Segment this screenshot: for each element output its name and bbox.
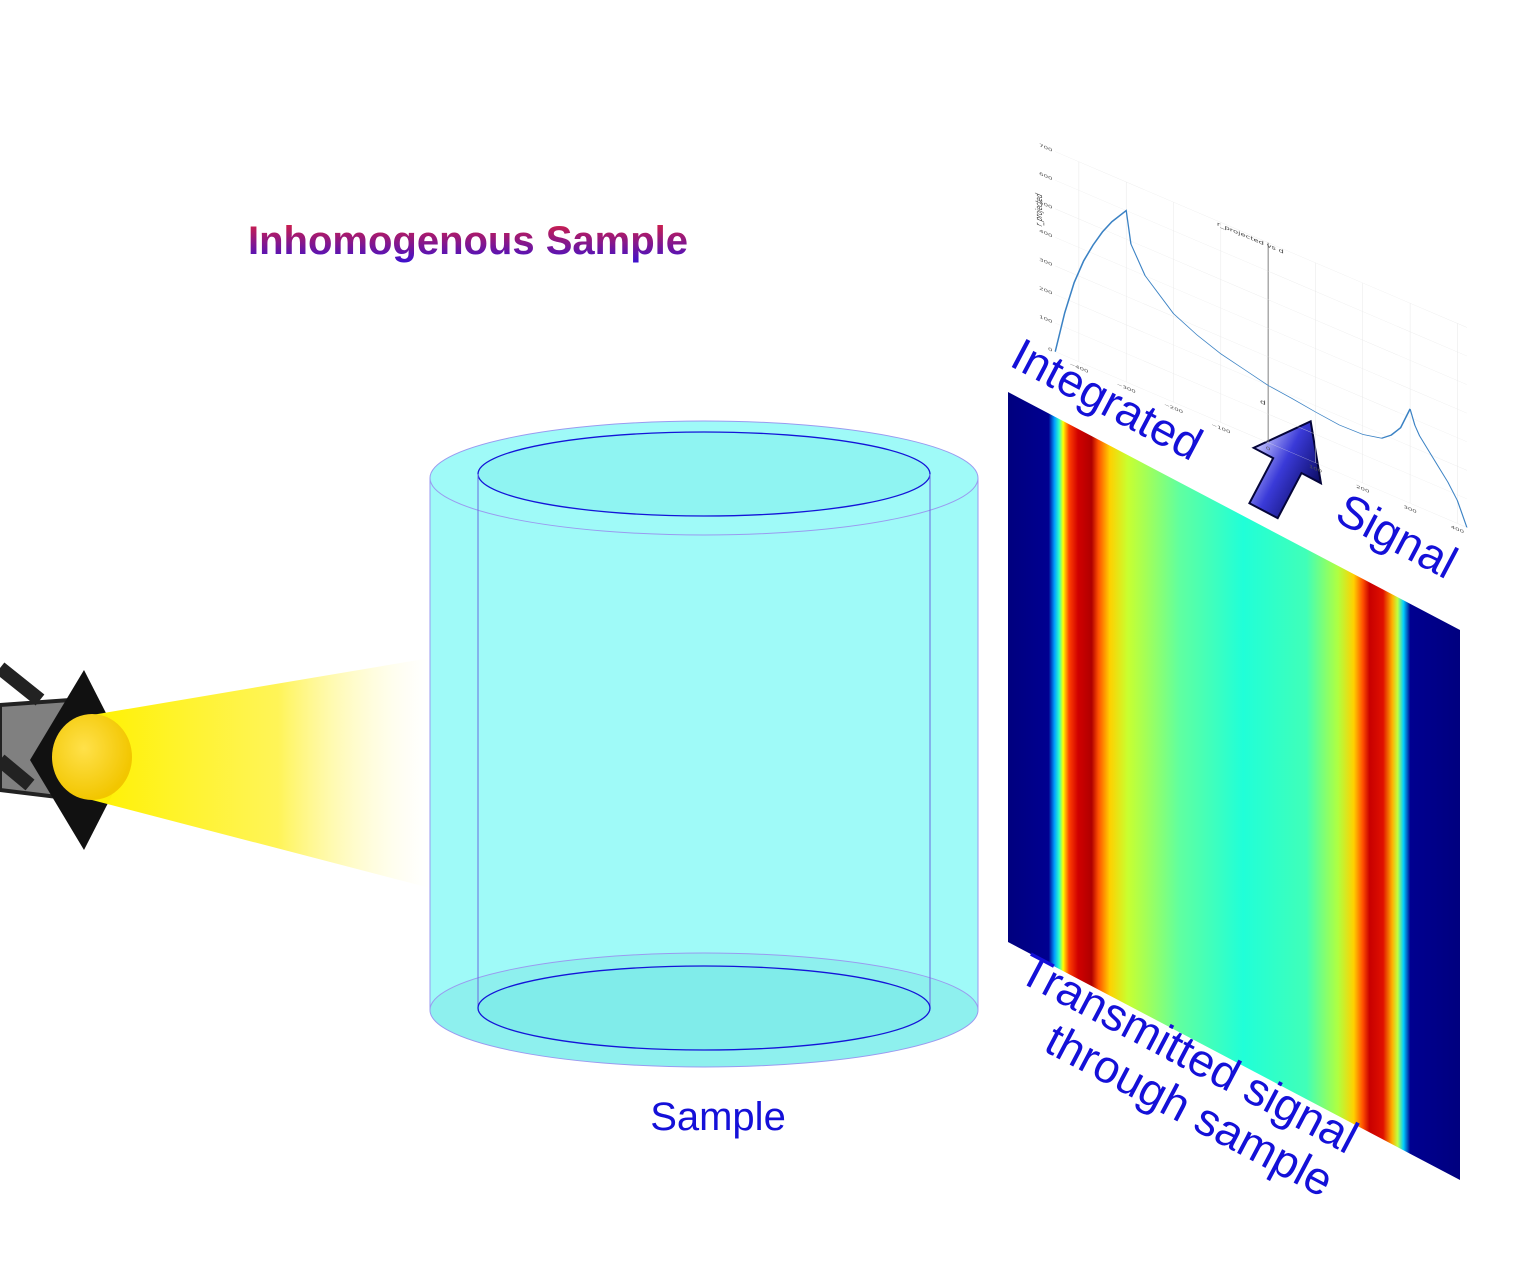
lamp-bracket bbox=[0, 662, 45, 791]
light-source bbox=[0, 658, 430, 888]
chart-series-line bbox=[1054, 209, 1468, 528]
chart-gridline-y bbox=[1055, 237, 1467, 414]
sample-label: Sample bbox=[650, 1095, 786, 1139]
chart-x-axis-label: d bbox=[1260, 397, 1266, 406]
chart-y-tick-label: 0 bbox=[1048, 347, 1053, 354]
chart-x-tick-label: 100 bbox=[1309, 464, 1322, 475]
chart-x-tick-label: 0 bbox=[1266, 446, 1271, 453]
chart-y-tick-label: 500 bbox=[1039, 200, 1052, 211]
chart-gridline-y bbox=[1055, 351, 1467, 528]
detector-image bbox=[1008, 392, 1460, 1180]
chart-x-tick-label: 300 bbox=[1403, 504, 1416, 515]
lamp-bulb bbox=[52, 714, 132, 800]
chart-x-tick-label: 400 bbox=[1451, 524, 1464, 535]
chart-plot bbox=[1054, 209, 1468, 528]
chart-gridline-y bbox=[1055, 180, 1467, 357]
chart-y-axis-label: r_projected bbox=[1033, 191, 1044, 228]
chart-grid bbox=[1055, 151, 1467, 528]
chart-y-tick-label: 600 bbox=[1039, 171, 1052, 182]
chart-gridline-y bbox=[1055, 294, 1467, 471]
inner-cylinder-bottom bbox=[477, 965, 931, 1051]
chart-y-tick-label: 100 bbox=[1039, 314, 1052, 325]
chart-gridline-y bbox=[1055, 151, 1467, 328]
chart-y-tick-label: 400 bbox=[1039, 228, 1052, 239]
chart-x-tick-label: 200 bbox=[1356, 484, 1369, 495]
chart-title: r_projected vs d bbox=[1217, 220, 1284, 255]
chart-y-tick-label: 200 bbox=[1039, 286, 1052, 297]
sample-cylinder bbox=[429, 420, 979, 1068]
chart-y-tick-label: 300 bbox=[1039, 257, 1052, 268]
chart-y-tick-label: 700 bbox=[1039, 143, 1052, 154]
inner-cylinder-top bbox=[477, 431, 931, 517]
outer-cylinder-body bbox=[430, 478, 978, 1010]
diagram-title: Inhomogenous Sample bbox=[248, 219, 688, 263]
chart-gridline-y bbox=[1055, 322, 1467, 500]
chart-x-tick-label: −100 bbox=[1211, 422, 1230, 435]
up-arrow-icon bbox=[1248, 419, 1323, 520]
chart-gridline-y bbox=[1055, 208, 1467, 385]
light-beam bbox=[92, 658, 430, 888]
chart-gridline-y bbox=[1055, 265, 1467, 442]
